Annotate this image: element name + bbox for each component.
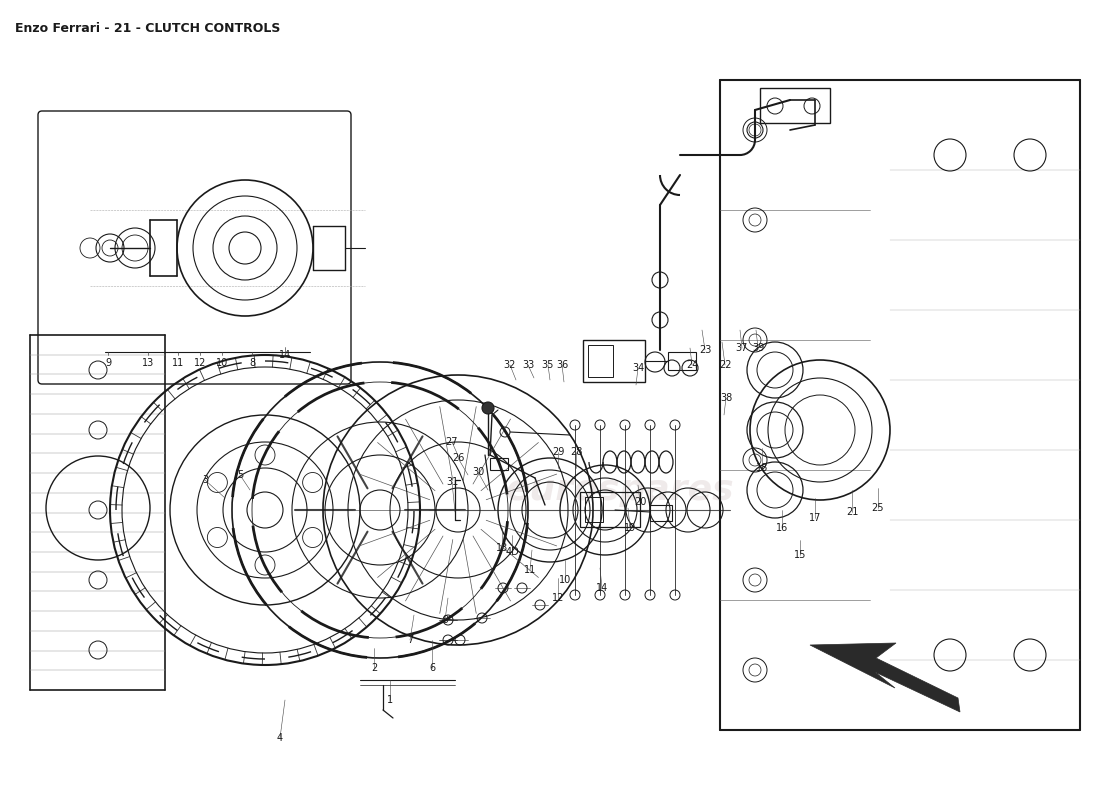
Text: 38: 38 <box>719 393 733 403</box>
Text: 33: 33 <box>521 360 535 370</box>
Bar <box>580 492 640 527</box>
Text: 12: 12 <box>552 593 564 603</box>
Text: 13: 13 <box>142 358 154 368</box>
Text: Enzo Ferrari - 21 - CLUTCH CONTROLS: Enzo Ferrari - 21 - CLUTCH CONTROLS <box>15 22 280 35</box>
Text: 16: 16 <box>776 523 788 533</box>
Text: 1: 1 <box>387 695 393 705</box>
Bar <box>490 458 508 470</box>
Text: eurospares: eurospares <box>506 473 735 507</box>
Text: 39: 39 <box>752 343 764 353</box>
Bar <box>668 352 696 370</box>
Text: 4: 4 <box>277 733 283 743</box>
Text: 19: 19 <box>624 523 636 533</box>
Bar <box>650 505 672 521</box>
Text: 35: 35 <box>542 360 554 370</box>
Text: 26: 26 <box>452 453 464 463</box>
Text: 9: 9 <box>442 615 448 625</box>
Text: 24: 24 <box>685 360 698 370</box>
Text: 20: 20 <box>634 497 646 507</box>
Text: 10: 10 <box>559 575 571 585</box>
Text: 21: 21 <box>846 507 858 517</box>
Bar <box>588 345 613 377</box>
Text: 32: 32 <box>504 360 516 370</box>
Text: 18: 18 <box>756 463 768 473</box>
Text: 23: 23 <box>698 345 712 355</box>
Text: 7: 7 <box>407 635 414 645</box>
Text: 36: 36 <box>556 360 568 370</box>
Text: 34: 34 <box>631 363 645 373</box>
Text: 29: 29 <box>552 447 564 457</box>
FancyBboxPatch shape <box>39 111 351 384</box>
Text: 17: 17 <box>808 513 822 523</box>
Text: 11: 11 <box>524 565 536 575</box>
Bar <box>585 497 603 522</box>
Text: 4D: 4D <box>505 547 519 557</box>
Text: 30: 30 <box>472 467 484 477</box>
Text: 3: 3 <box>202 475 208 485</box>
Text: 13: 13 <box>496 543 508 553</box>
Bar <box>583 340 645 382</box>
Text: 11: 11 <box>172 358 184 368</box>
Polygon shape <box>810 643 960 712</box>
Text: 22: 22 <box>718 360 732 370</box>
Text: 14: 14 <box>596 583 608 593</box>
Text: eurospares: eurospares <box>116 323 344 357</box>
Text: 15: 15 <box>794 550 806 560</box>
Bar <box>760 88 830 123</box>
Circle shape <box>482 402 494 414</box>
Text: 27: 27 <box>446 437 459 447</box>
Text: 6: 6 <box>429 663 436 673</box>
Text: 28: 28 <box>570 447 582 457</box>
Text: 10: 10 <box>216 358 228 368</box>
Text: 5: 5 <box>236 470 243 480</box>
Text: 2: 2 <box>371 663 377 673</box>
Text: 25: 25 <box>871 503 884 513</box>
Text: 8: 8 <box>249 358 255 368</box>
Text: 14: 14 <box>279 350 292 360</box>
Text: 12: 12 <box>194 358 206 368</box>
Text: 37: 37 <box>736 343 748 353</box>
Text: 31: 31 <box>446 477 458 487</box>
Text: 9: 9 <box>104 358 111 368</box>
